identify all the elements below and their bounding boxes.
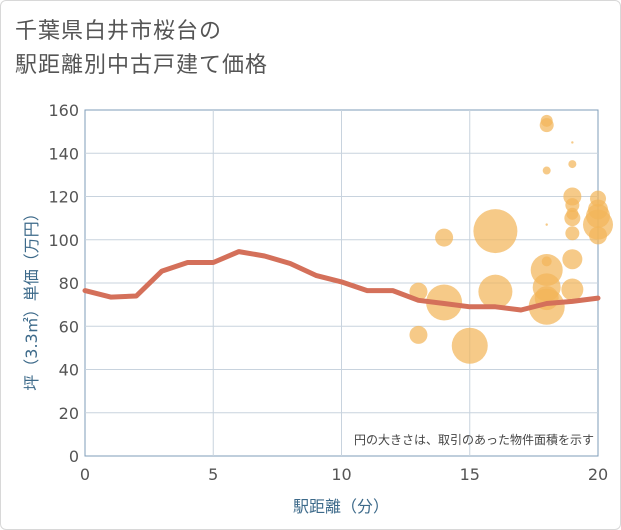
chart-title: 千葉県白井市桜台の 駅距離別中古戸建て価格 [15,15,268,83]
bubble-point [571,141,574,144]
x-tick-label: 15 [460,465,480,484]
bubble-point [545,223,548,226]
bubble-point [473,209,518,254]
bubble-point [409,325,428,344]
bubble-point [562,249,583,270]
chart-title-line1: 千葉県白井市桜台の [15,19,223,44]
x-tick-labels: 0 5 10 15 20 [80,465,608,484]
bubble-point [542,166,551,175]
y-tick-label: 160 [48,101,79,120]
average-price-line [82,249,601,313]
y-tick-label: 120 [48,188,79,207]
y-tick-label: 40 [59,361,79,380]
bubble-point [564,210,581,227]
y-tick-labels: 0 20 40 60 80 100 120 140 160 [48,101,79,466]
chart-title-line2: 駅距離別中古戸建て価格 [15,53,269,78]
y-tick-label: 100 [48,231,79,250]
x-tick-label: 5 [208,465,218,484]
bubble-point [478,274,513,309]
y-tick-label: 0 [69,447,79,466]
y-tick-label: 60 [59,317,79,336]
bubble-point [539,118,554,133]
bubble-size-note: 円の大きさは、取引のあった物件面積を示す [354,432,594,447]
x-tick-label: 0 [80,465,90,484]
bubble-point [528,288,565,325]
y-tick-label: 20 [59,404,79,423]
x-tick-label: 20 [588,465,608,484]
bubble-point [568,160,577,169]
y-tick-label: 140 [48,144,79,163]
bubble-point [565,226,580,241]
y-axis-title: 坪（3.3㎡）単価（万円） [22,205,41,390]
bubble-point [451,327,488,364]
bubble-point [589,226,607,245]
bubble-point [435,228,454,247]
y-tick-label: 80 [59,274,79,293]
bubble-point [561,278,584,301]
x-tick-label: 10 [331,465,351,484]
bubble-point [565,198,580,213]
average-line-series [82,249,601,313]
x-axis-title: 駅距離（分） [293,497,389,516]
